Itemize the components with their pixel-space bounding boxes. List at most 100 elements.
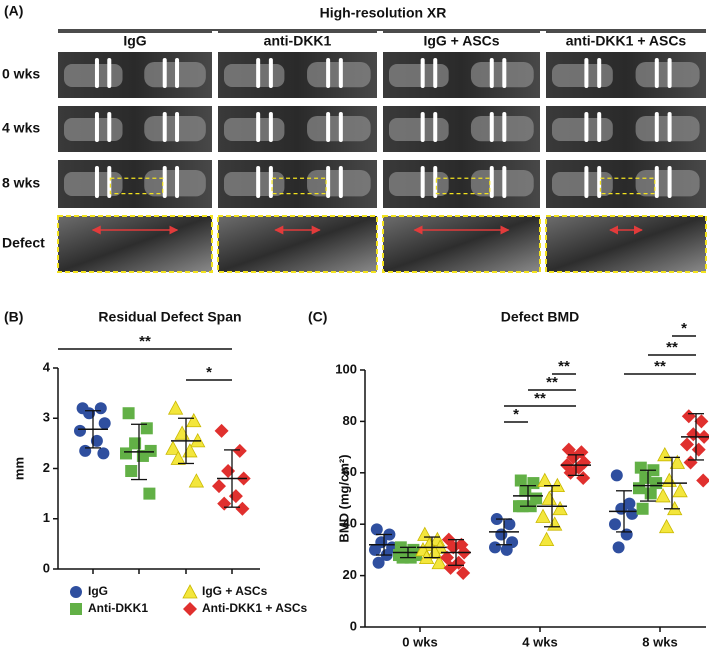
pin [268, 112, 273, 142]
chart-title: Residual Defect Span [98, 309, 241, 325]
dot [672, 482, 688, 498]
significance-label: ** [558, 358, 570, 375]
dot [372, 556, 385, 569]
pin [175, 58, 180, 88]
panel-label: (A) [4, 3, 23, 19]
pin [433, 166, 438, 198]
dot [143, 487, 156, 500]
dot [519, 484, 532, 497]
x-tick-label: 0 wks [402, 634, 437, 649]
pin [94, 166, 99, 198]
y-tick-label: 60 [343, 464, 357, 479]
bone [64, 172, 123, 196]
pin [433, 112, 438, 142]
roi-box [435, 177, 491, 195]
pin [489, 112, 494, 142]
column-label: IgG + ASCs [423, 33, 499, 49]
pin [326, 166, 331, 198]
y-tick-label: 1 [43, 510, 50, 525]
pin [175, 166, 180, 198]
significance-label: * [681, 320, 687, 337]
pin [597, 58, 602, 88]
dot [74, 424, 86, 437]
y-tick-label: 0 [43, 560, 50, 575]
pin [584, 112, 589, 142]
pin [162, 166, 167, 198]
y-tick-label: 80 [343, 413, 357, 428]
pin [326, 112, 331, 142]
dot [680, 437, 694, 452]
dot [495, 528, 508, 541]
dot [98, 417, 111, 430]
dot [658, 518, 675, 534]
legend-marker [183, 602, 197, 616]
pin [584, 58, 589, 88]
dot [186, 412, 202, 428]
pin [338, 112, 343, 142]
defect-image [382, 215, 541, 273]
dot [228, 489, 243, 504]
dot [691, 442, 706, 457]
dot [489, 541, 501, 554]
pin [667, 112, 672, 142]
legend-label: IgG + ASCs [202, 584, 268, 598]
bone [224, 172, 285, 196]
dot [620, 528, 633, 541]
dot [94, 402, 107, 415]
dot [369, 543, 381, 556]
dot [456, 566, 471, 581]
dot [566, 450, 581, 465]
pin [94, 112, 99, 142]
dot [446, 540, 461, 555]
dot [655, 488, 671, 503]
dot [129, 437, 142, 450]
legend-label: Anti-DKK1 + ASCs [202, 601, 308, 615]
pin [420, 58, 425, 88]
dot [188, 473, 205, 488]
pin [667, 58, 672, 88]
pin [256, 166, 261, 198]
pin [667, 166, 672, 198]
panel-label: (C) [308, 309, 327, 325]
x-tick-label: 4 wks [522, 634, 557, 649]
dot [612, 541, 625, 554]
column-label: anti-DKK1 [264, 33, 332, 49]
pin [256, 112, 261, 142]
dot [683, 455, 698, 470]
dot [552, 500, 568, 516]
dot [500, 543, 513, 556]
legend-marker [182, 584, 198, 599]
bone [552, 64, 613, 87]
pin [107, 166, 112, 198]
dot [170, 450, 186, 465]
pin [94, 58, 99, 88]
dot [431, 554, 447, 570]
y-tick-label: 40 [343, 516, 357, 531]
legend-marker [70, 586, 82, 598]
dot [615, 502, 628, 515]
dot [503, 518, 516, 531]
dot [165, 440, 181, 455]
pin [175, 112, 180, 142]
y-tick-label: 4 [43, 359, 51, 374]
y-tick-label: 20 [343, 567, 357, 582]
pin [654, 112, 659, 142]
legend-label: Anti-DKK1 [88, 601, 148, 615]
dot [79, 444, 92, 457]
dot [541, 490, 557, 505]
column-label: anti-DKK1 + ASCs [566, 33, 687, 49]
bone [389, 172, 449, 196]
dot [221, 464, 236, 479]
dot [212, 479, 226, 494]
pin [256, 58, 261, 88]
dot [535, 508, 551, 523]
dot [547, 516, 563, 531]
row-label: Defect [2, 235, 45, 251]
pin [584, 166, 589, 198]
bone [224, 64, 285, 87]
pin [326, 58, 331, 88]
pin [338, 58, 343, 88]
pin [597, 112, 602, 142]
dot [644, 487, 657, 500]
bone [64, 118, 123, 141]
